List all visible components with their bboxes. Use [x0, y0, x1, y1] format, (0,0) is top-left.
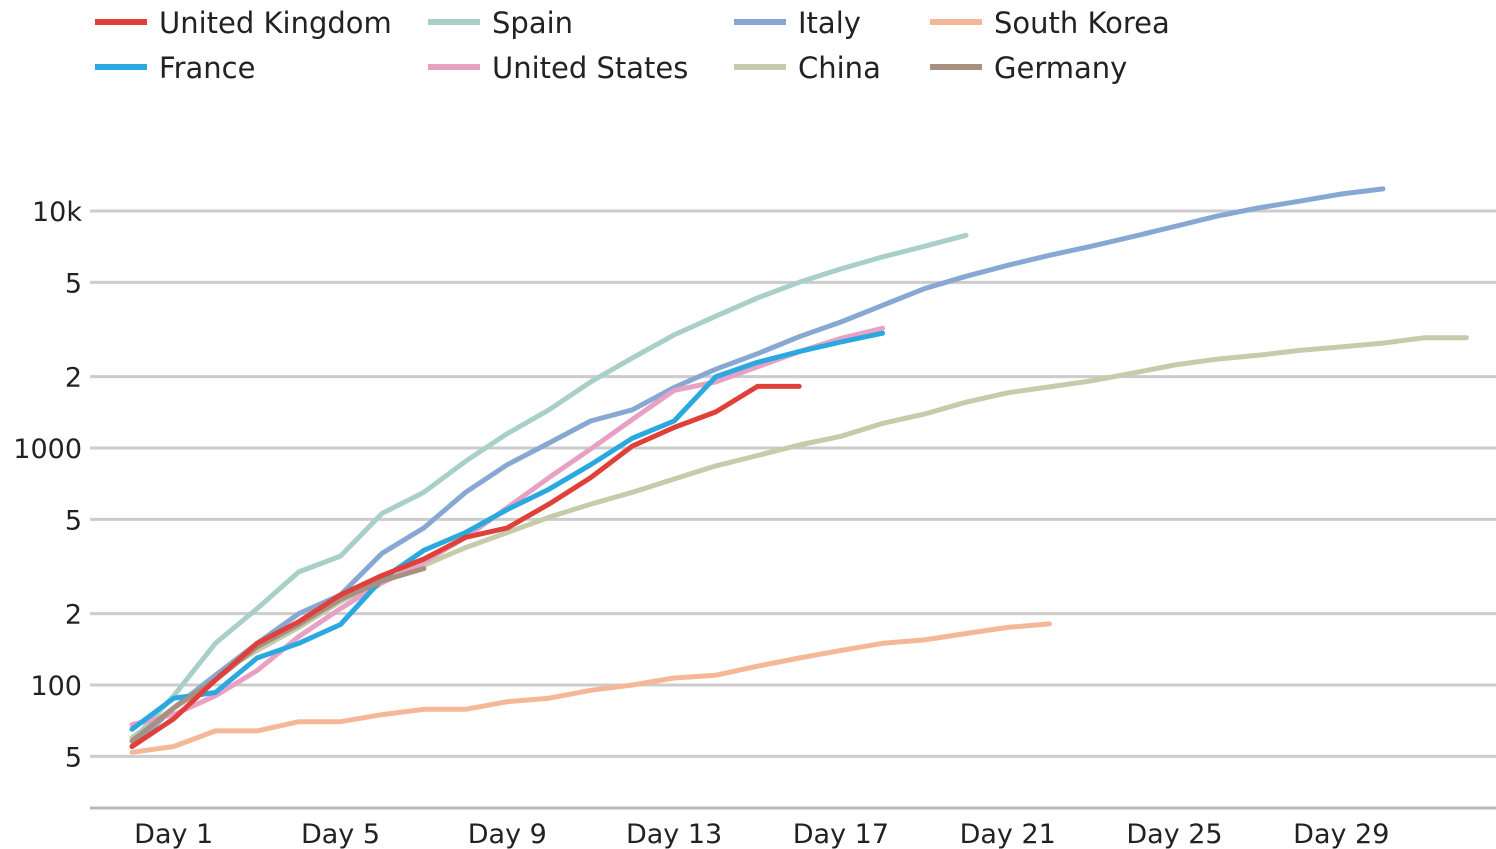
legend-label-united-states: United States: [492, 51, 688, 85]
y-tick-label: 5: [65, 505, 82, 536]
legend-label-china: China: [798, 51, 881, 85]
y-tick-label: 2: [65, 363, 82, 394]
series-line-united-kingdom: [129, 383, 802, 749]
y-axis-ticks: 5 100 2 5 1000 2 5 10k: [13, 197, 82, 773]
x-tick-label: Day 9: [468, 819, 547, 849]
x-tick-label: Day 25: [1126, 819, 1222, 849]
series-line-germany: [129, 566, 427, 744]
x-axis-ticks: Day 1 Day 5 Day 9 Day 13 Day 17 Day 21 Day 25 D…: [134, 819, 1389, 849]
series-line-south-korea: [129, 621, 1052, 755]
legend-label-spain: Spain: [492, 6, 573, 40]
legend: United Kingdom France Spain United States It…: [95, 6, 1170, 85]
x-tick-label: Day 21: [960, 819, 1056, 849]
legend-label-germany: Germany: [994, 51, 1127, 85]
x-tick-label: Day 5: [301, 819, 380, 849]
x-tick-label: Day 13: [626, 819, 722, 849]
x-tick-label: Day 1: [134, 819, 213, 849]
series-line-spain: [129, 232, 969, 744]
y-tick-label: 5: [65, 742, 82, 773]
grid-lines: [90, 209, 1496, 810]
y-tick-label: 10k: [32, 197, 82, 228]
x-tick-label: Day 29: [1293, 819, 1389, 849]
y-tick-label: 100: [30, 671, 82, 702]
series-line-china: [129, 335, 1469, 741]
y-tick-label: 5: [65, 268, 82, 299]
legend-label-south-korea: South Korea: [994, 6, 1170, 40]
legend-label-united-kingdom: United Kingdom: [159, 6, 392, 40]
y-tick-label: 1000: [13, 434, 82, 465]
y-tick-label: 2: [65, 600, 82, 631]
legend-label-france: France: [159, 51, 255, 85]
series-line-france: [129, 330, 886, 732]
series-lines: [129, 186, 1469, 755]
legend-label-italy: Italy: [798, 6, 861, 40]
x-tick-label: Day 17: [793, 819, 889, 849]
series-line-italy: [129, 186, 1386, 749]
